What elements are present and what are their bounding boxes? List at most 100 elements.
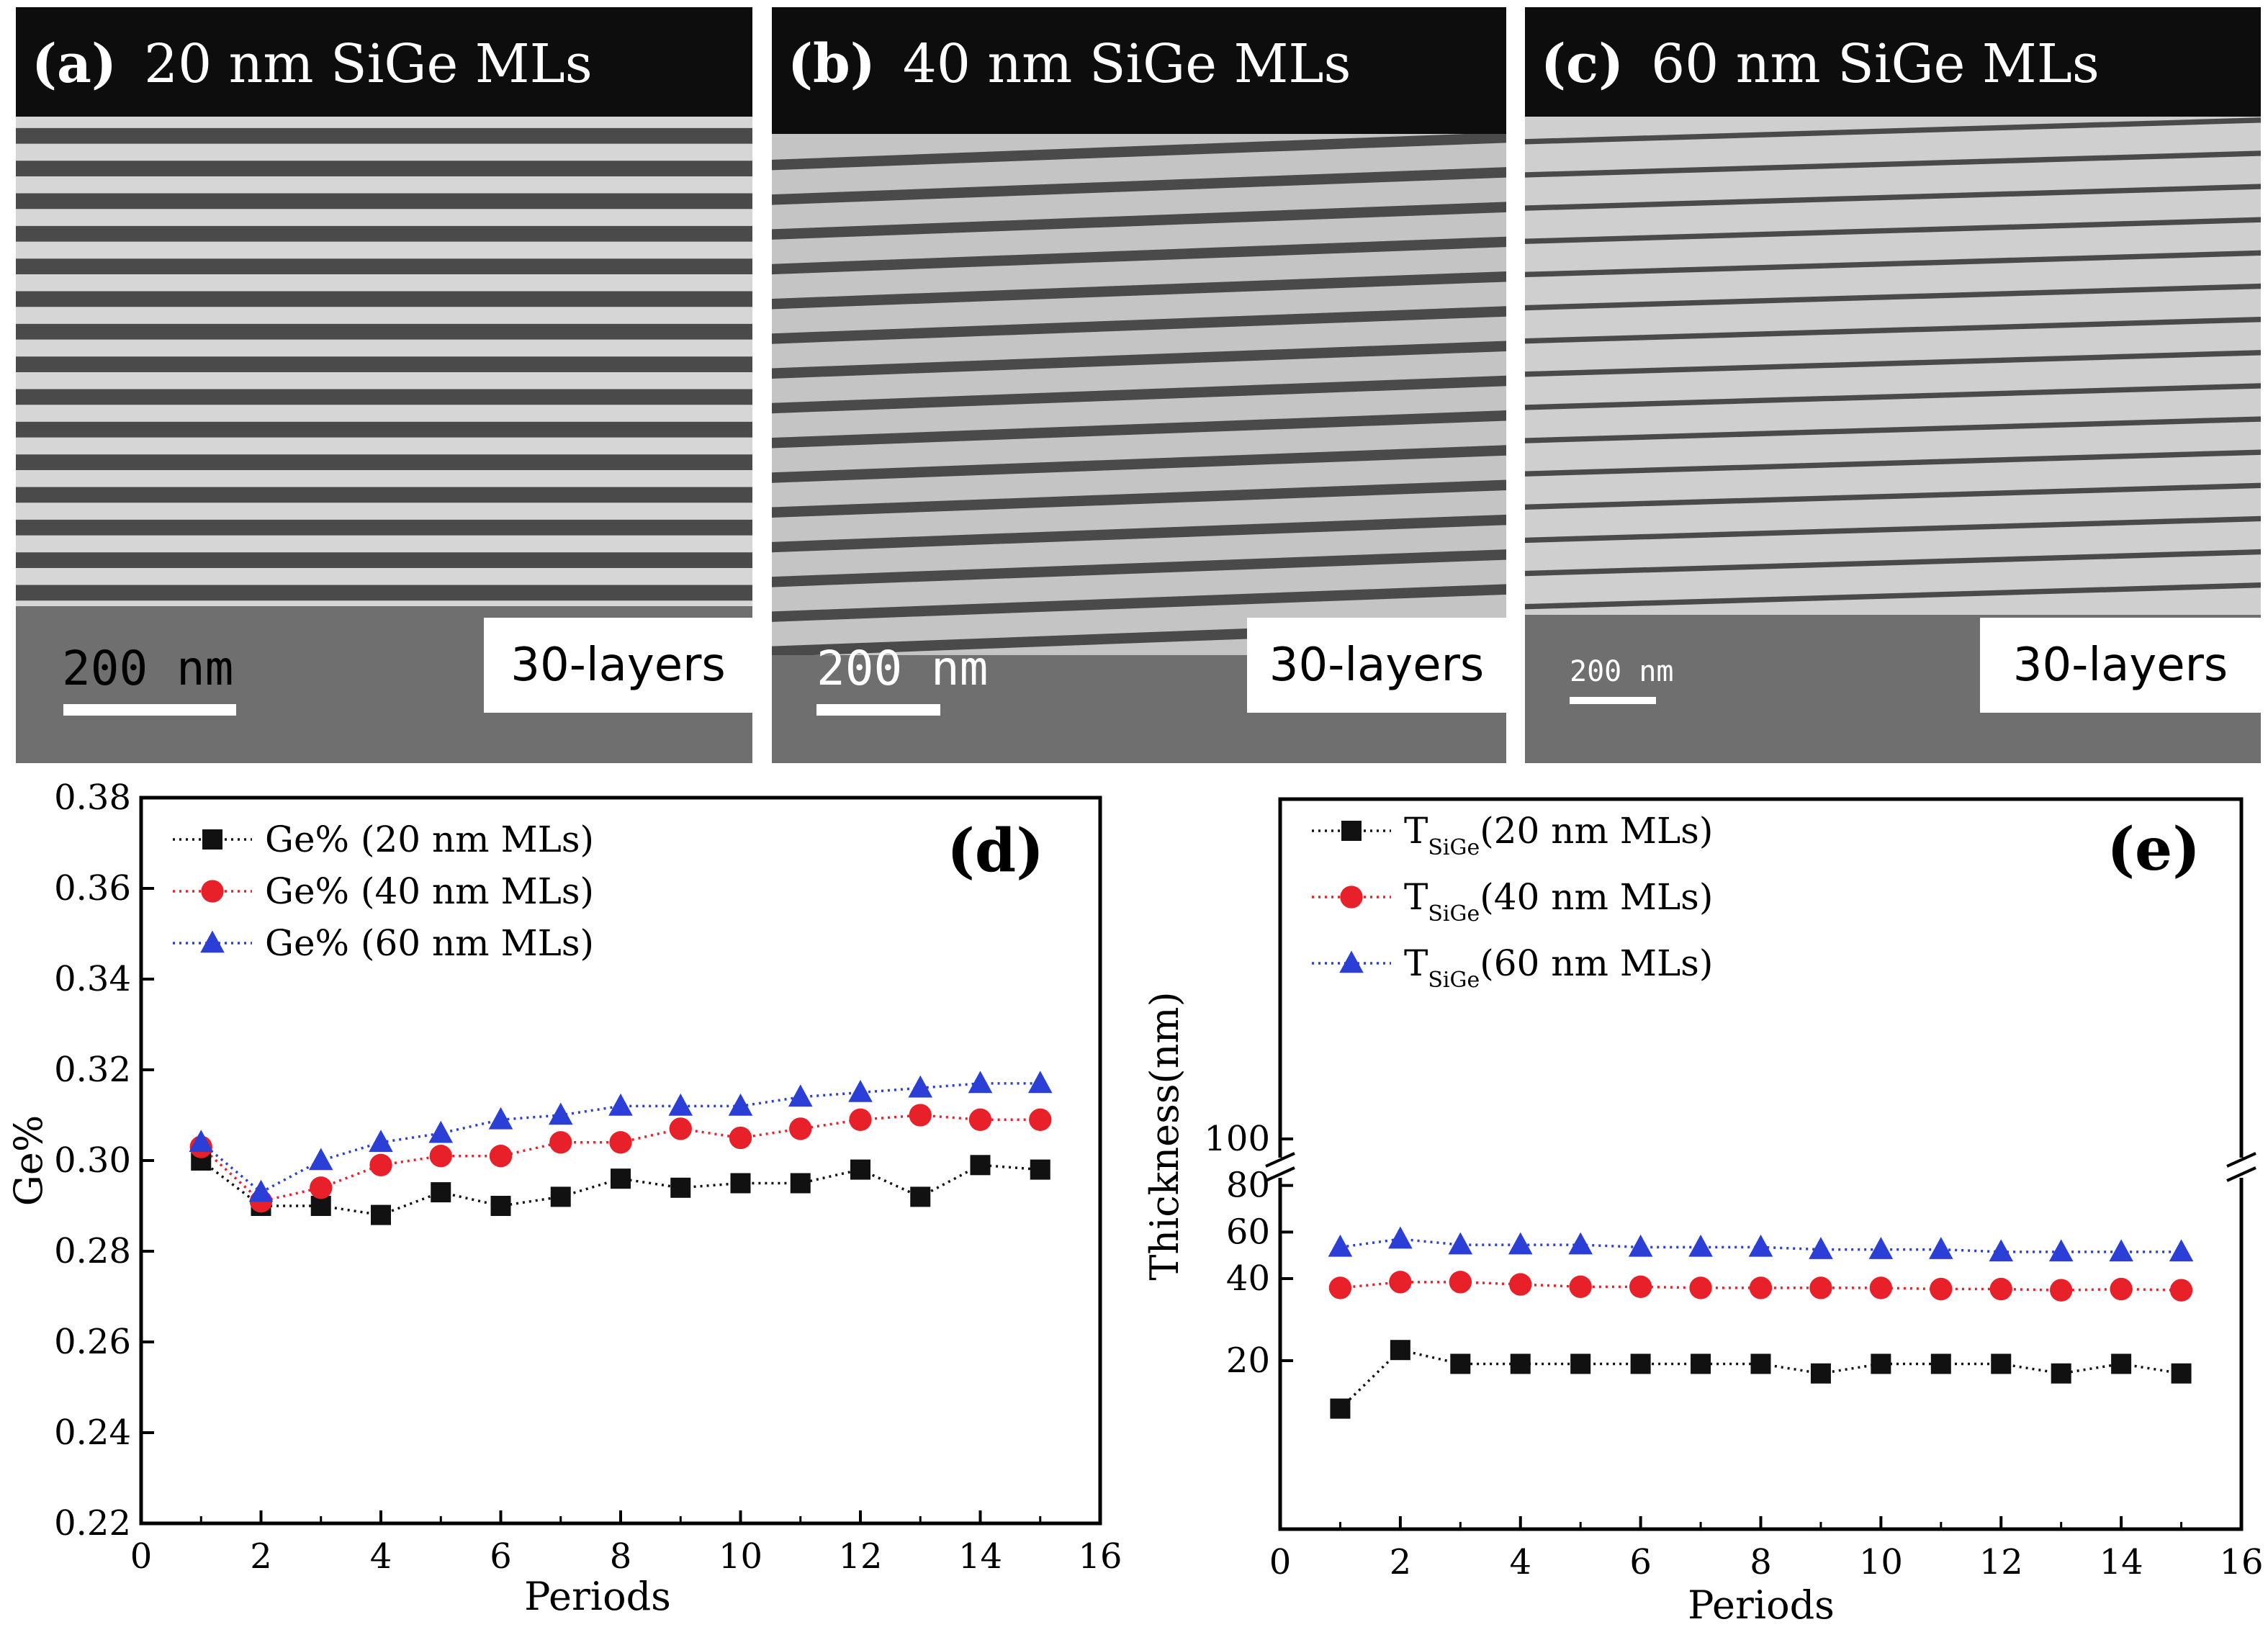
dark-layer: [16, 291, 752, 307]
data-point-triangle: [1568, 1232, 1593, 1255]
data-point-square: [371, 1204, 391, 1225]
data-point-triangle: [1929, 1237, 1953, 1259]
data-point-circle: [1328, 1276, 1352, 1299]
data-point-circle: [2169, 1279, 2193, 1302]
layers-label: 30-layers: [484, 618, 752, 713]
dark-layer: [16, 552, 752, 568]
dark-layer: [772, 479, 1506, 518]
layers-label: 30-layers: [1247, 618, 1506, 713]
x-tick-label: 2: [250, 1536, 272, 1577]
dark-layer: [772, 549, 1506, 587]
data-point-square: [2051, 1363, 2071, 1384]
y-tick-label: 0.34: [54, 959, 131, 999]
scale-bar-label: 200 nm: [1570, 655, 1674, 688]
dark-layer: [1525, 350, 2261, 377]
data-point-circle: [2050, 1279, 2073, 1302]
data-point-triangle: [1027, 1071, 1053, 1094]
axis-break-mark: [2226, 1166, 2256, 1182]
dark-layer: [772, 445, 1506, 483]
axis-break-mark: [2226, 1152, 2256, 1168]
y-tick-label: 20: [1226, 1341, 1270, 1381]
scale-bar: [816, 704, 940, 716]
dark-layer: [772, 410, 1506, 449]
y-tick-label: 100: [1204, 1119, 1270, 1159]
dark-layer: [16, 585, 752, 601]
data-point-square: [490, 1196, 511, 1216]
x-tick-label: 12: [838, 1536, 882, 1577]
data-point-triangle: [668, 1093, 693, 1116]
data-point-circle: [1340, 886, 1363, 909]
data-point-triangle: [968, 1071, 993, 1094]
data-point-circle: [310, 1176, 333, 1199]
dark-layer: [16, 193, 752, 209]
dark-layer: [1525, 316, 2261, 344]
data-point-square: [670, 1177, 691, 1198]
data-point-circle: [1689, 1276, 1712, 1299]
data-point-triangle: [2109, 1239, 2133, 1262]
scale-bar-label: 200 nm: [816, 641, 989, 696]
series-line: [1340, 1281, 2182, 1292]
y-axis-label: Ge%: [6, 1115, 51, 1206]
data-point-triangle: [1989, 1239, 2014, 1262]
x-tick-label: 12: [1979, 1542, 2023, 1582]
data-point-triangle: [428, 1120, 454, 1143]
x-axis-label: Periods: [1688, 1582, 1835, 1628]
data-point-circle: [1389, 1271, 1412, 1294]
data-point-triangle: [1809, 1237, 1833, 1259]
dark-layer: [772, 202, 1506, 240]
y-tick-label: 0.24: [54, 1413, 131, 1453]
data-point-triangle: [369, 1130, 393, 1153]
data-point-circle: [729, 1126, 752, 1150]
dark-layer: [1525, 184, 2261, 211]
data-point-square: [730, 1173, 751, 1194]
data-point-square: [1810, 1363, 1831, 1384]
dark-layer: [1525, 283, 2261, 311]
dark-layer: [16, 323, 752, 340]
x-tick-label: 8: [610, 1536, 632, 1577]
dark-layer: [1525, 217, 2261, 244]
data-point-triangle: [308, 1148, 333, 1171]
y-tick-label: 40: [1226, 1258, 1270, 1299]
data-point-triangle: [788, 1084, 813, 1107]
x-tick-label: 2: [1390, 1542, 1412, 1582]
data-point-triangle: [200, 930, 225, 953]
legend-label: Ge% (20 nm MLs): [265, 819, 594, 860]
data-point-square: [1510, 1353, 1531, 1374]
dark-layer: [1525, 383, 2261, 410]
x-tick-label: 4: [1509, 1542, 1531, 1582]
dark-layer: [1525, 117, 2261, 145]
data-point-circle: [1449, 1271, 1472, 1294]
data-point-circle: [1809, 1276, 1832, 1299]
data-point-circle: [968, 1108, 992, 1131]
dark-layer: [16, 161, 752, 176]
data-point-square: [2111, 1353, 2132, 1374]
dark-layer: [772, 134, 1506, 171]
data-point-square: [1991, 1353, 2012, 1374]
data-point-circle: [669, 1117, 692, 1140]
data-point-triangle: [1448, 1232, 1473, 1255]
data-point-circle: [789, 1117, 812, 1140]
panel-label: (e): [2107, 815, 2200, 884]
data-point-square: [1390, 1340, 1410, 1361]
panel-title: 20 nm SiGe MLs: [143, 33, 593, 95]
panel-title: 60 nm SiGe MLs: [1651, 33, 2100, 95]
data-point-circle: [1569, 1275, 1592, 1298]
y-tick-label: 0.28: [54, 1231, 131, 1271]
legend-label: Ge% (40 nm MLs): [265, 870, 594, 912]
x-tick-label: 0: [130, 1536, 153, 1577]
dark-layer: [1525, 482, 2261, 510]
legend-label: Ge% (60 nm MLs): [265, 922, 594, 964]
data-point-square: [202, 829, 222, 850]
tem-panel-c: (c) 60 nm SiGe MLs 200 nm 30-layers: [1525, 7, 2261, 763]
y-tick-label: 0.30: [54, 1140, 131, 1181]
dark-layer: [1525, 515, 2261, 544]
scale-bar: [1570, 697, 1656, 704]
data-point-triangle: [1868, 1237, 1894, 1259]
x-tick-label: 16: [1078, 1536, 1122, 1577]
x-tick-label: 8: [1750, 1542, 1772, 1582]
data-point-circle: [1869, 1276, 1893, 1299]
data-point-triangle: [1388, 1226, 1413, 1249]
dark-layer: [16, 258, 752, 274]
x-tick-label: 10: [719, 1536, 762, 1577]
panel-title: 40 nm SiGe MLs: [902, 33, 1351, 95]
